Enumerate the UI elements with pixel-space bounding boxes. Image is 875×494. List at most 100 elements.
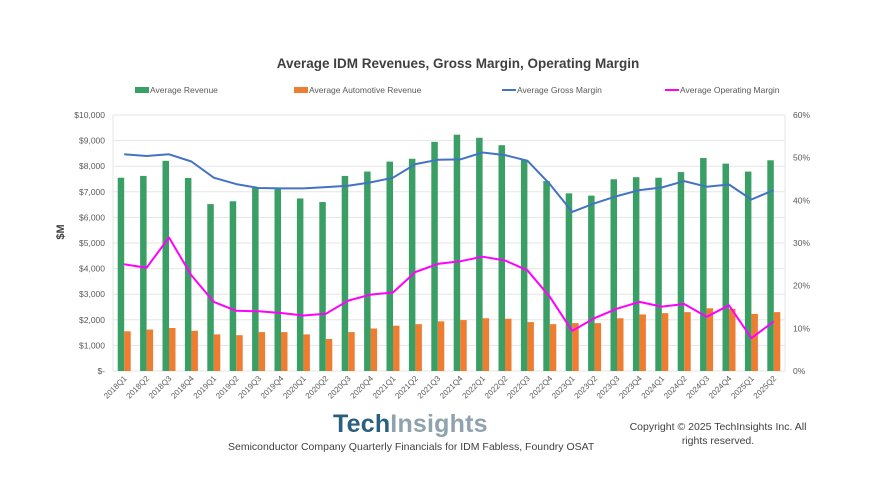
- bar: [325, 339, 333, 371]
- bar: [341, 175, 349, 371]
- bar: [610, 179, 617, 371]
- y-tick-label: $10,000: [74, 110, 105, 120]
- bar: [543, 181, 550, 371]
- bar: [184, 177, 192, 371]
- bar: [773, 312, 781, 371]
- bar: [594, 323, 602, 371]
- legend-item: Average Operating Margin: [665, 85, 780, 95]
- bar: [632, 177, 640, 371]
- x-tick-label: 2018Q1: [102, 374, 129, 401]
- bar: [207, 204, 214, 371]
- y-tick-label: $5,000: [79, 238, 105, 248]
- bar: [722, 163, 729, 371]
- x-tick-label: 2022Q1: [461, 374, 488, 401]
- bar: [639, 314, 646, 371]
- y-tick-label: $7,000: [79, 187, 105, 197]
- x-tick-label: 2023Q2: [573, 374, 600, 401]
- bar: [117, 177, 125, 371]
- bars: [117, 134, 781, 371]
- bar: [296, 198, 304, 371]
- bar: [706, 308, 714, 371]
- y-right-tick-label: 10%: [793, 323, 810, 333]
- x-tick-label: 2020Q3: [326, 374, 353, 401]
- bar: [169, 327, 176, 371]
- series-average-revenue: [117, 134, 774, 371]
- bar: [408, 158, 416, 371]
- bar: [236, 335, 243, 371]
- bar: [684, 312, 691, 371]
- bar: [415, 324, 422, 371]
- bar: [453, 134, 461, 371]
- legend: Average Revenue Average Automotive Revenu…: [135, 85, 780, 95]
- bar: [386, 161, 393, 371]
- x-tick-label: 2022Q4: [528, 374, 555, 401]
- bar: [364, 171, 371, 371]
- x-tick-label: 2025Q1: [729, 374, 756, 401]
- bar: [191, 330, 198, 371]
- y-tick-label: $2,000: [79, 315, 105, 325]
- x-tick-label: 2019Q4: [259, 374, 286, 401]
- bar: [303, 334, 310, 371]
- copyright-notice: Copyright © 2025 TechInsights Inc. All r…: [629, 421, 807, 447]
- bar: [140, 175, 147, 371]
- x-tick-label: 2018Q4: [169, 374, 196, 401]
- bar: [146, 329, 154, 371]
- y-tick-label: $9,000: [79, 136, 105, 146]
- bar: [565, 193, 573, 371]
- y-tick-label: $4,000: [79, 264, 105, 274]
- legend-item: Average Revenue: [135, 85, 218, 95]
- x-tick-label: 2018Q2: [125, 374, 152, 401]
- bar: [744, 171, 752, 371]
- x-tick-label: 2020Q1: [281, 374, 308, 401]
- y-right-tick-label: 20%: [793, 281, 810, 291]
- y-right-tick-label: 30%: [793, 238, 810, 248]
- legend-item: Average Automotive Revenue: [294, 85, 422, 95]
- bar: [751, 313, 758, 371]
- bar: [588, 195, 595, 371]
- bar: [252, 187, 259, 371]
- y-tick-label: $-: [97, 366, 105, 376]
- y-right-tick-label: 50%: [793, 153, 810, 163]
- bar: [729, 308, 736, 371]
- x-tick-label: 2023Q1: [550, 374, 577, 401]
- bar: [527, 322, 534, 371]
- x-tick-label: 2021Q1: [371, 374, 398, 401]
- x-tick-label: 2024Q3: [685, 374, 712, 401]
- x-tick-label: 2024Q4: [707, 374, 734, 401]
- legend-label: Average Revenue: [150, 85, 218, 95]
- y-axis-right: 0% 10% 20% 30% 40% 50% 60%: [793, 110, 810, 376]
- bar: [348, 332, 355, 371]
- bar: [393, 325, 400, 371]
- legend-label: Average Gross Margin: [517, 85, 602, 95]
- x-tick-label: 2024Q2: [662, 374, 689, 401]
- chart-title: Average IDM Revenues, Gross Margin, Oper…: [277, 56, 640, 71]
- bar: [520, 159, 528, 371]
- bar: [213, 334, 221, 371]
- x-tick-label: 2019Q3: [237, 374, 264, 401]
- legend-swatch: [294, 87, 308, 93]
- bar: [162, 160, 169, 371]
- bar: [319, 202, 326, 371]
- bar: [655, 177, 662, 371]
- y-tick-label: $8,000: [79, 161, 105, 171]
- legend-label: Average Automotive Revenue: [309, 85, 422, 95]
- bar: [661, 313, 669, 371]
- bar: [229, 201, 237, 371]
- bar: [498, 145, 505, 371]
- bar: [460, 320, 467, 371]
- bar: [370, 328, 378, 371]
- y-right-tick-label: 0%: [793, 366, 806, 376]
- bar: [437, 321, 445, 371]
- bar: [617, 318, 624, 371]
- logo-part-insights: Insights: [390, 410, 488, 438]
- y-right-tick-label: 60%: [793, 110, 810, 120]
- bar: [476, 137, 483, 371]
- y-axis-left: $- $1,000 $2,000 $3,000 $4,000 $5,000 $6,000 $7…: [74, 110, 105, 376]
- y-right-tick-label: 40%: [793, 195, 810, 205]
- bar: [281, 332, 288, 371]
- x-tick-label: 2023Q4: [617, 374, 644, 401]
- bar: [549, 324, 557, 371]
- x-tick-label: 2021Q4: [438, 374, 465, 401]
- x-tick-label: 2019Q1: [192, 374, 219, 401]
